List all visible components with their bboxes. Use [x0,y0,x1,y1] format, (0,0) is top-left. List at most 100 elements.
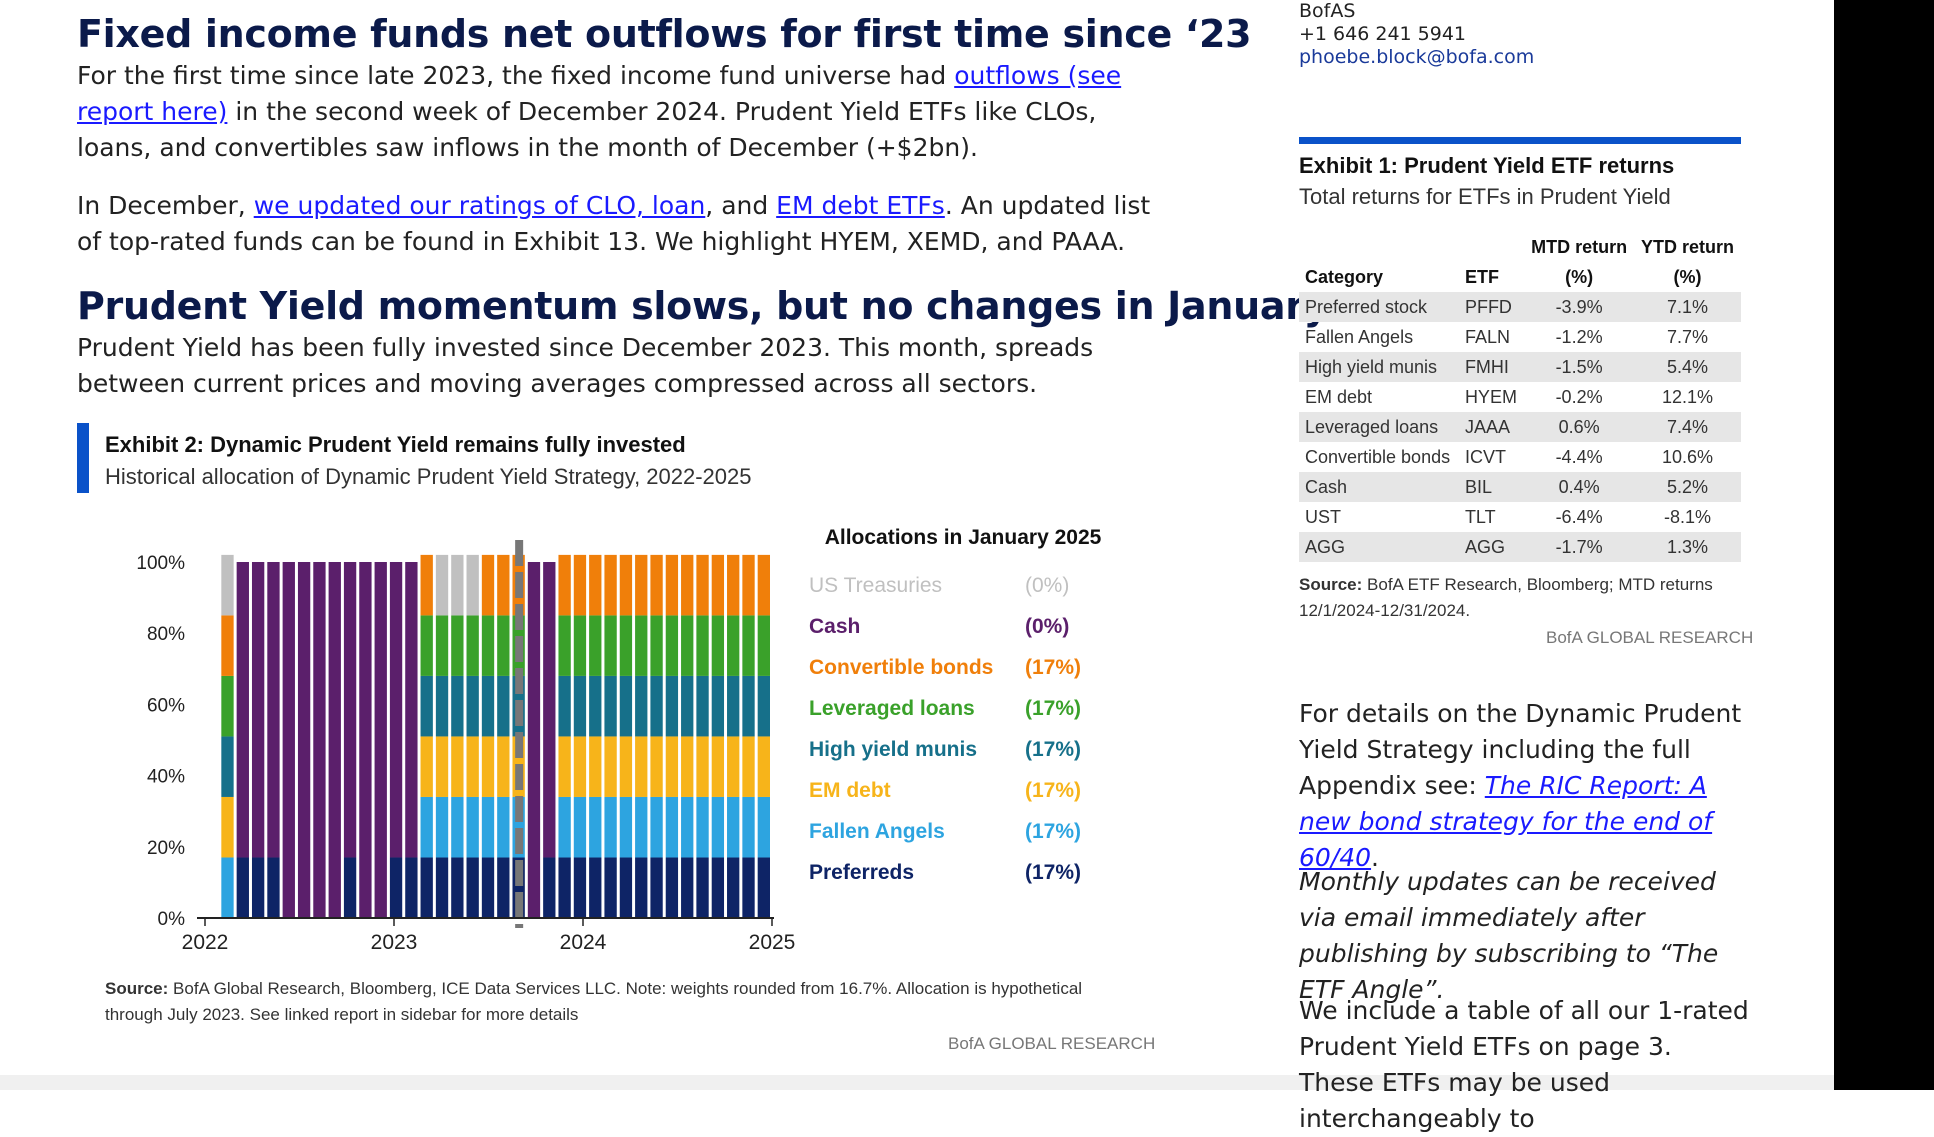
header-mtd-unit: (%) [1565,267,1594,287]
table-header-row-2: Category ETF (%) (%) [1299,262,1741,292]
etf-returns-table: MTD return YTD return Category ETF (%) (… [1299,232,1741,562]
cell-mtd: -1.7% [1524,532,1635,562]
bar-segment [374,562,387,918]
bar-segment [328,562,341,918]
cell-etf: HYEM [1464,386,1517,407]
bar-segment [573,796,587,858]
legend-value: (17%) [1025,656,1081,679]
bar-segment [681,554,694,616]
bar-segment [466,736,479,797]
legend-value: (0%) [1025,615,1069,638]
bar-segment [650,554,663,616]
bar-segment [711,675,725,737]
paragraph-momentum: Prudent Yield has been fully invested si… [77,333,1094,398]
bar-segment [359,562,372,918]
text: in the second week of December 2024. Pru… [77,97,1097,162]
outflows-report-link[interactable]: outflows (see report here) [77,61,1122,126]
cell-category: Leveraged loans [1299,412,1459,442]
cell-ytd: 5.2% [1634,472,1741,502]
bar-segment [466,675,479,737]
bar-segment [435,675,449,737]
bar-segment [405,857,418,918]
text: , and [705,191,777,220]
bar-segment [681,615,694,676]
bar-segment [543,857,556,918]
legend-label: Cash [809,615,860,638]
bar-segment [435,796,449,858]
bar-segment [573,736,587,797]
exhibit1-credit: BofA GLOBAL RESEARCH [1546,628,1754,647]
bar-segment [558,796,571,858]
legend-label: US Treasuries [809,574,942,597]
contact-phone: +1 646 241 5941 [1299,23,1467,45]
bar-segment [451,857,464,918]
x-tick-label: 2022 [182,931,229,954]
y-tick-label: 60% [147,695,185,716]
header-empty [1299,232,1459,262]
bar-segment [221,736,234,797]
header-empty [1459,232,1524,262]
bar-segment [573,554,587,616]
contact-email[interactable]: phoebe.block@bofa.com [1299,46,1535,68]
text: For details on the Dynamic Prudent Yield… [1299,699,1742,800]
bar-segment [543,562,556,858]
bar-segment [481,796,495,858]
bar-segment [727,736,740,797]
bar-segment [757,796,770,858]
bar-segment [635,857,648,918]
bar-segment [635,736,648,797]
bar-segment [604,554,617,616]
bar-segment [497,736,510,797]
x-tick-label: 2025 [749,931,796,954]
bar-segment [573,615,587,676]
exhibit1-title: Exhibit 1: Prudent Yield ETF returns [1299,153,1675,178]
table-body: Preferred stock PFFD -3.9% 7.1% Fallen Angel… [1299,292,1741,562]
bar-segment [742,675,755,737]
header-mtd: MTD return [1531,237,1628,257]
bar-segment [558,736,571,797]
bar-segment [221,796,234,858]
cell-ytd: 1.3% [1634,532,1741,562]
cell-ytd: 12.1% [1662,386,1714,407]
bar-segment [619,736,633,797]
bar-segment [451,675,464,737]
text: In December, [77,191,254,220]
bar-segment [711,736,725,797]
cell-category: Fallen Angels [1305,326,1414,347]
cell-etf: FALN [1464,326,1510,347]
header-ytd: YTD return [1641,237,1735,257]
bar-segment [619,675,633,737]
legend-label: EM debt [809,779,891,802]
bar-segment [267,562,280,858]
bar-segment [420,736,433,797]
em-debt-etfs-link[interactable]: EM debt ETFs [776,191,945,220]
legend-label: Convertible bonds [809,656,993,679]
bar-segment [466,615,479,676]
bar-segment [221,615,234,676]
text: . [1371,843,1379,872]
bar-segment [481,554,495,616]
bar-segment [420,796,433,858]
bar-segment [573,857,587,918]
x-tick-label: 2023 [371,931,418,954]
legend-label: Fallen Angels [809,820,945,843]
legend-label: Preferreds [809,861,914,884]
bar-segment [558,857,571,918]
bar-segment [420,857,433,918]
bar-segment [282,562,295,918]
bar-segment [558,615,571,676]
viewer-bottom-edge [0,1075,1834,1090]
bar-segment [635,675,648,737]
cell-category: Convertible bonds [1305,446,1451,467]
bar-segment [558,675,571,737]
bar-segment [451,615,464,676]
bar-segment [267,857,280,918]
ric-report-link[interactable]: The RIC Report: A new bond strategy for … [1299,771,1713,872]
bar-segment [435,554,449,616]
exhibit2-accent-bar [77,423,89,493]
sidebar-paragraph-details: For details on the Dynamic Prudent Yield… [1299,696,1749,876]
bar-segment [757,736,770,797]
bar-segment [604,736,617,797]
ratings-link[interactable]: we updated our ratings of CLO, loan [253,191,706,220]
bar-segment [727,615,740,676]
